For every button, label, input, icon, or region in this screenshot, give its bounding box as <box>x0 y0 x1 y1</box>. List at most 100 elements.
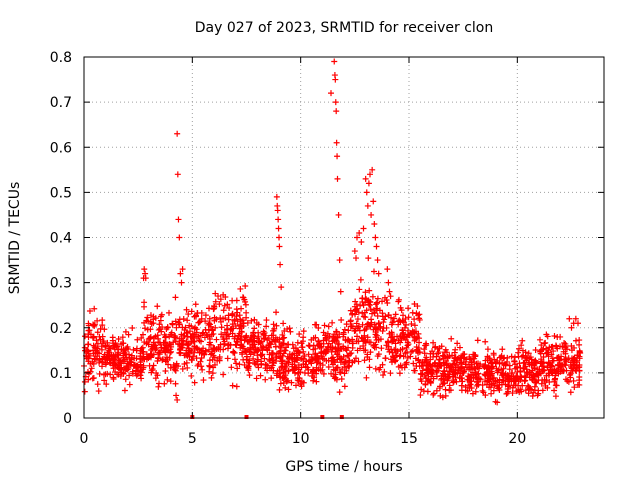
data-point <box>321 322 328 329</box>
data-point <box>487 384 494 391</box>
data-point <box>209 370 216 377</box>
data-point <box>233 383 240 390</box>
data-point <box>488 368 495 375</box>
data-point <box>412 328 419 335</box>
data-point <box>566 315 573 322</box>
data-point <box>332 99 339 106</box>
data-point <box>154 303 161 310</box>
data-point <box>107 371 114 378</box>
data-point <box>457 359 464 366</box>
data-point <box>158 311 165 318</box>
data-point <box>211 361 218 368</box>
data-point <box>253 319 260 326</box>
data-point <box>224 355 231 362</box>
data-point <box>221 340 228 347</box>
data-point <box>572 337 579 344</box>
data-point <box>220 307 227 314</box>
data-point <box>123 365 130 372</box>
data-point <box>183 306 190 313</box>
data-point <box>298 340 305 347</box>
data-point <box>236 361 243 368</box>
data-point <box>372 329 379 336</box>
data-point <box>246 357 253 364</box>
data-point <box>330 334 337 341</box>
data-point <box>100 338 107 345</box>
data-point <box>396 353 403 360</box>
data-point <box>423 354 430 361</box>
data-point <box>313 378 320 385</box>
data-point <box>250 355 257 362</box>
data-point <box>184 342 191 349</box>
data-point <box>522 387 529 394</box>
data-point <box>424 369 431 376</box>
data-point <box>233 313 240 320</box>
data-point <box>192 313 199 320</box>
data-point <box>217 318 224 325</box>
data-point <box>340 333 347 340</box>
data-point <box>481 363 488 370</box>
data-point <box>168 329 175 336</box>
data-point <box>325 340 332 347</box>
data-point <box>260 344 267 351</box>
data-point <box>217 314 224 321</box>
data-point <box>103 381 110 388</box>
data-point <box>364 202 371 209</box>
data-point <box>376 366 383 373</box>
data-point <box>186 353 193 360</box>
data-point <box>353 255 360 262</box>
data-point <box>81 333 88 340</box>
data-point <box>461 368 468 375</box>
data-point <box>411 300 418 307</box>
data-point <box>341 326 348 333</box>
data-point <box>279 335 286 342</box>
data-point <box>396 370 403 377</box>
data-point <box>173 392 180 399</box>
data-point <box>390 337 397 344</box>
data-point <box>570 361 577 368</box>
data-point <box>446 373 453 380</box>
data-point <box>479 387 486 394</box>
data-point <box>381 368 388 375</box>
data-points <box>81 58 584 419</box>
data-point <box>275 225 282 232</box>
data-point <box>229 312 236 319</box>
data-point <box>570 377 577 384</box>
data-point <box>178 279 185 286</box>
data-point <box>119 334 126 341</box>
data-point <box>312 345 319 352</box>
data-point <box>94 329 101 336</box>
data-point <box>451 357 458 364</box>
data-point <box>122 346 129 353</box>
data-point <box>551 333 558 340</box>
data-point <box>94 345 101 352</box>
data-point <box>551 387 558 394</box>
data-point <box>392 357 399 364</box>
data-point <box>91 323 98 330</box>
data-point <box>115 350 122 357</box>
data-point <box>126 381 133 388</box>
data-point <box>383 297 390 304</box>
data-point <box>137 350 144 357</box>
data-point <box>359 295 366 302</box>
data-point <box>157 317 164 324</box>
data-point <box>416 311 423 318</box>
data-point <box>370 198 377 205</box>
data-point <box>334 153 341 160</box>
data-point <box>196 319 203 326</box>
data-point <box>110 376 117 383</box>
data-point <box>335 211 342 218</box>
data-point <box>411 322 418 329</box>
data-point <box>330 357 337 364</box>
data-point <box>186 328 193 335</box>
data-point <box>378 345 385 352</box>
data-point <box>268 375 275 382</box>
data-point <box>436 385 443 392</box>
data-point <box>495 385 502 392</box>
data-point <box>430 339 437 346</box>
data-point <box>120 350 127 357</box>
data-point <box>550 357 557 364</box>
data-point <box>457 370 464 377</box>
data-point <box>96 350 103 357</box>
data-point <box>466 385 473 392</box>
data-point <box>137 361 144 368</box>
